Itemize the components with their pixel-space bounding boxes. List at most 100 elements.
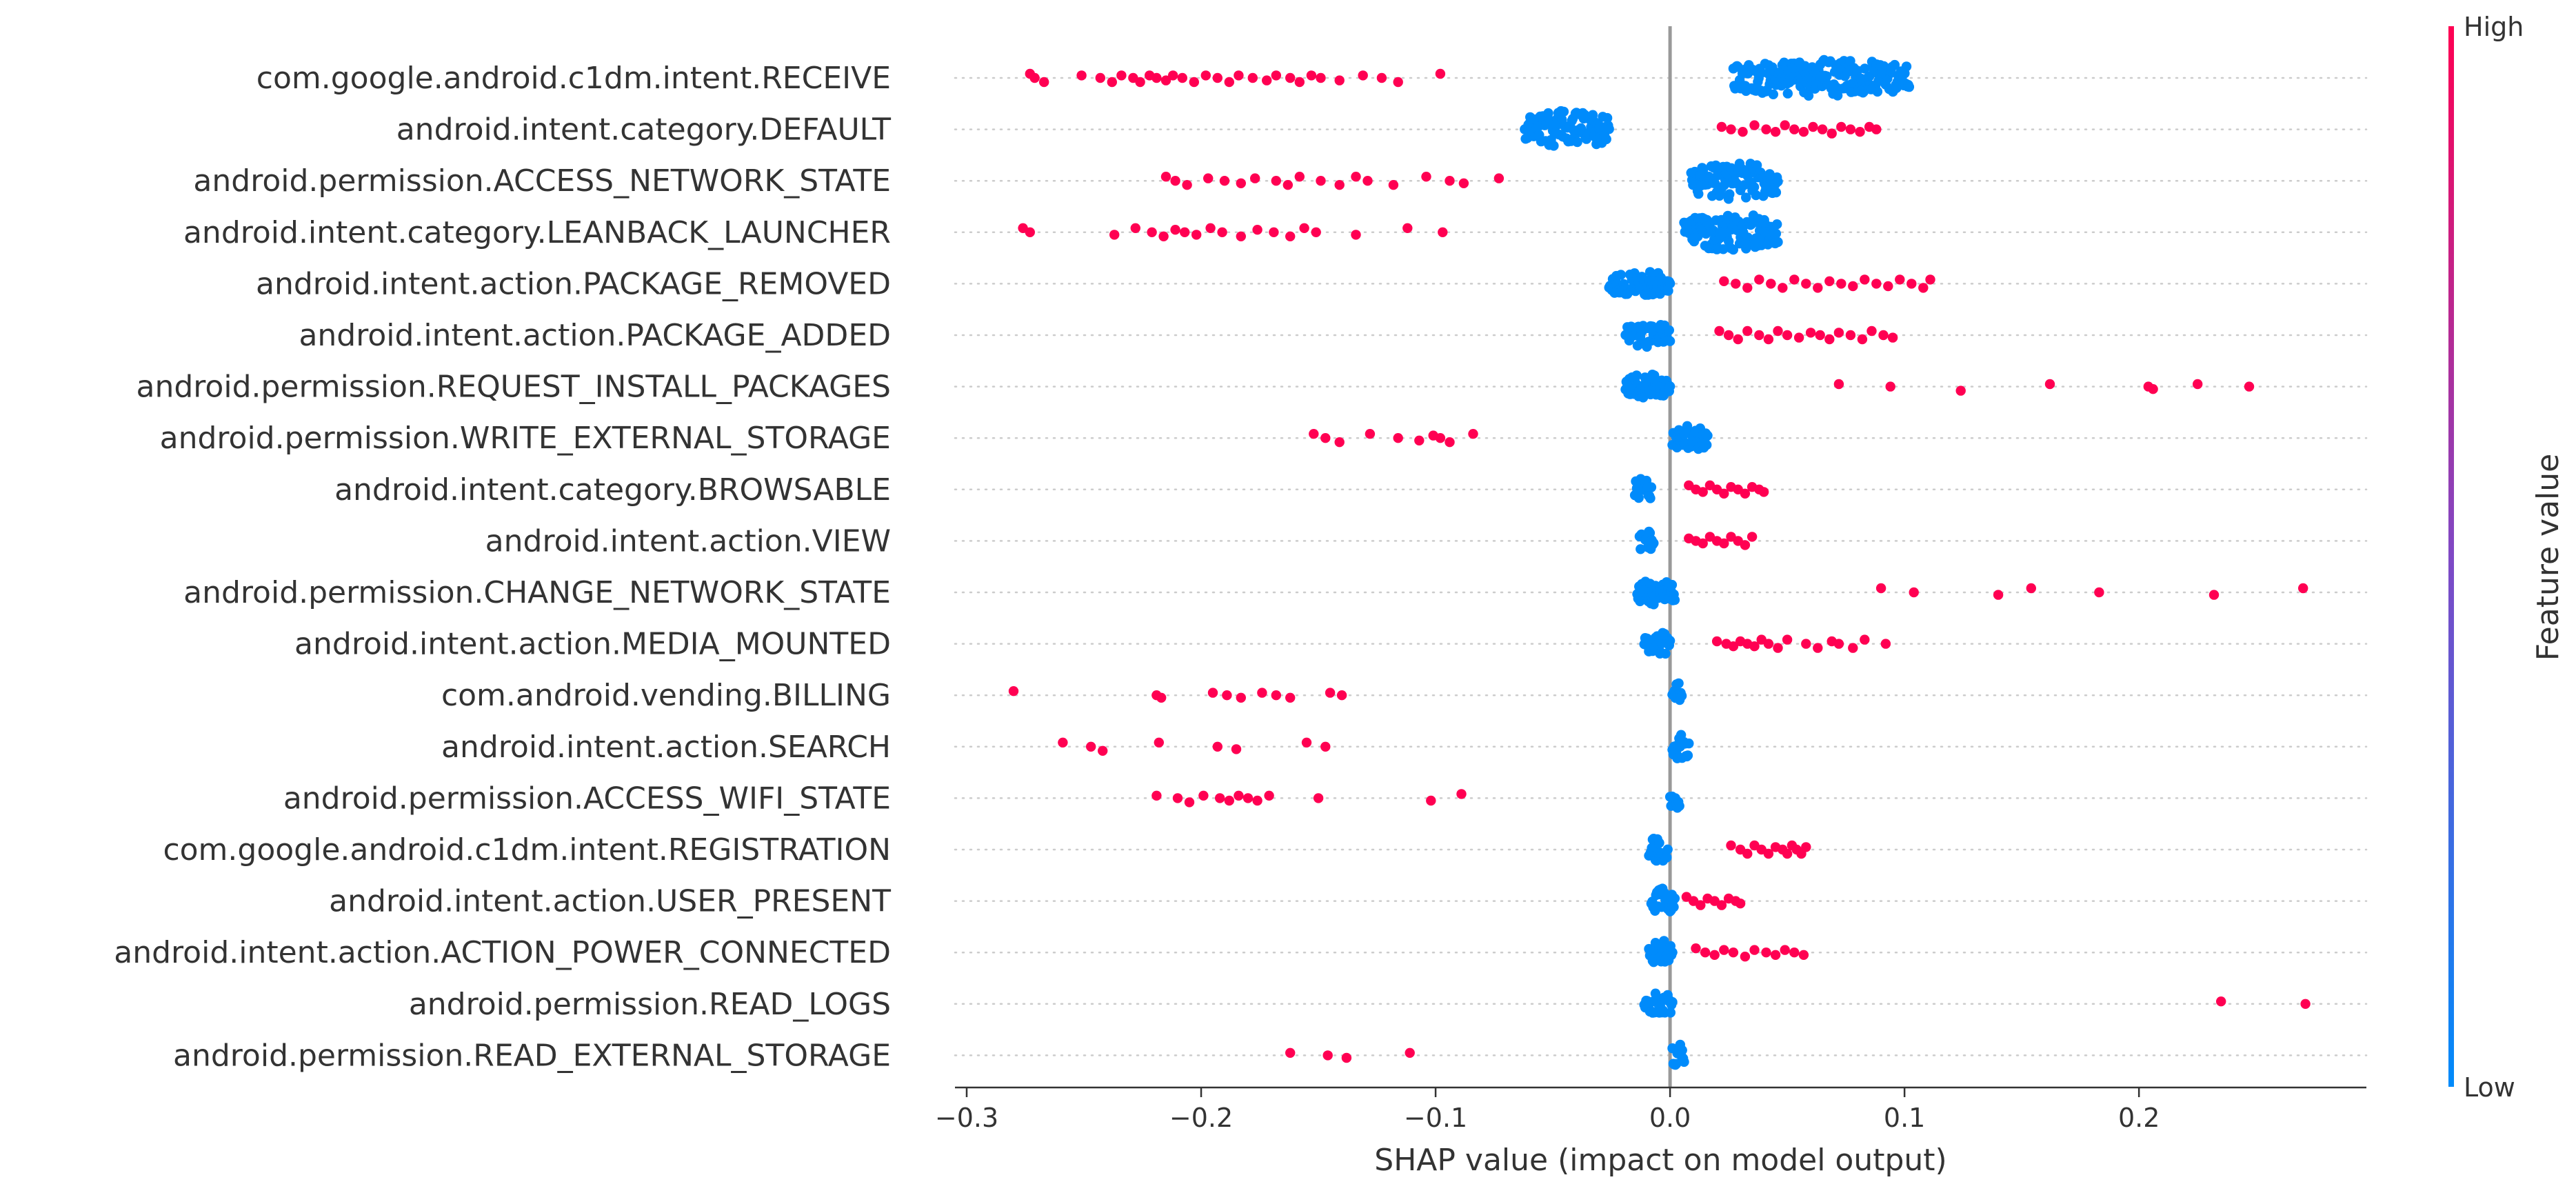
shap-point-high xyxy=(1695,900,1706,910)
shap-point-low xyxy=(1660,648,1671,659)
shap-point-low xyxy=(1667,996,1678,1007)
shap-point-high xyxy=(1845,330,1856,341)
shap-point-high xyxy=(1742,848,1753,859)
shap-point-high xyxy=(1219,176,1230,186)
shap-point-high xyxy=(1177,72,1188,83)
shap-point-low xyxy=(1832,90,1843,101)
shap-point-low xyxy=(1771,187,1782,198)
feature-label: android.intent.action.SEARCH xyxy=(441,730,891,765)
shap-point-high xyxy=(1231,744,1242,754)
shap-point-high xyxy=(1200,70,1211,81)
shap-point-high xyxy=(1282,180,1294,190)
shap-point-high xyxy=(1156,692,1167,703)
shap-point-high xyxy=(1252,225,1262,235)
shap-point-high xyxy=(1095,72,1106,83)
shap-point-high xyxy=(1271,176,1282,186)
shap-point-high xyxy=(1217,227,1227,237)
shap-point-high xyxy=(1058,737,1068,748)
x-axis-ticks: −0.3 −0.2 −0.1 0.0 0.1 0.2 xyxy=(935,1087,2160,1133)
shap-point-high xyxy=(1855,127,1865,137)
shap-point-high xyxy=(1008,686,1019,696)
shap-point-high xyxy=(1242,793,1254,803)
shap-point-high xyxy=(1320,433,1331,443)
shap-point-high xyxy=(1182,180,1192,190)
shap-point-low xyxy=(1702,440,1712,450)
shap-point-high xyxy=(1351,172,1361,182)
x-tick-label: −0.2 xyxy=(1169,1103,1233,1133)
shap-point-high xyxy=(1468,429,1478,439)
shap-point-high xyxy=(1857,334,1868,345)
shap-point-high xyxy=(1336,690,1347,701)
shap-point-high xyxy=(1151,790,1162,801)
shap-point-low xyxy=(1679,1056,1689,1067)
shap-point-high xyxy=(1285,1047,1296,1059)
shap-point-low xyxy=(1684,738,1694,749)
shap-point-high xyxy=(1334,180,1345,190)
shap-point-high xyxy=(1393,433,1403,443)
shap-point-high xyxy=(1728,641,1739,652)
shap-point-high xyxy=(1780,945,1790,955)
shap-point-high xyxy=(1285,72,1296,83)
shap-point-high xyxy=(2244,381,2255,392)
shap-point-high xyxy=(1782,848,1793,859)
shap-point-low xyxy=(1602,112,1613,123)
shap-point-high xyxy=(1180,227,1190,237)
shap-point-low xyxy=(1558,106,1569,117)
shap-point-low xyxy=(1872,86,1883,97)
shap-point-high xyxy=(1813,643,1823,653)
shap-point-low xyxy=(1549,141,1559,151)
shap-point-high xyxy=(1698,538,1708,549)
shap-point-high xyxy=(1742,325,1753,337)
shap-point-high xyxy=(1766,279,1776,289)
shap-point-high xyxy=(1698,487,1708,497)
shap-point-high xyxy=(1207,688,1218,698)
shap-point-high xyxy=(1749,120,1760,130)
x-tick-label: −0.3 xyxy=(935,1103,998,1133)
shap-point-high xyxy=(1815,330,1825,341)
shap-point-low xyxy=(1724,189,1735,199)
shap-point-high xyxy=(1493,173,1505,183)
shap-point-low xyxy=(1782,88,1793,99)
shap-point-high xyxy=(1285,692,1296,703)
shap-point-low xyxy=(1664,325,1674,336)
shap-point-high xyxy=(1316,72,1326,83)
shap-point-high xyxy=(2044,379,2055,390)
shap-point-low xyxy=(1682,421,1693,431)
feature-label: com.android.vending.BILLING xyxy=(441,678,891,713)
shap-point-high xyxy=(1782,634,1793,645)
shap-point-high xyxy=(1993,590,2004,600)
shap-point-low xyxy=(1646,482,1657,492)
shap-point-high xyxy=(1860,634,1870,645)
shap-point-high xyxy=(1212,741,1223,752)
shap-point-high xyxy=(1160,75,1171,86)
x-tick-label: 0.0 xyxy=(1649,1103,1691,1133)
shap-point-high xyxy=(1801,639,1811,649)
shap-point-high xyxy=(1322,1050,1333,1061)
shap-point-high xyxy=(1421,172,1431,182)
shap-point-high xyxy=(1758,487,1769,497)
shap-point-high xyxy=(1172,793,1183,803)
shap-point-high xyxy=(1334,75,1345,86)
shap-point-high xyxy=(1740,488,1751,499)
shap-point-low xyxy=(1667,947,1678,958)
shap-point-low xyxy=(1860,63,1870,74)
shap-point-high xyxy=(1405,1047,1415,1059)
shap-point-high xyxy=(1778,283,1788,293)
shap-point-high xyxy=(1845,124,1856,134)
shap-point-high xyxy=(1719,488,1729,499)
shap-point-high xyxy=(1445,176,1455,186)
shap-point-low xyxy=(1669,893,1680,904)
feature-label: android.permission.ACCESS_WIFI_STATE xyxy=(283,781,891,816)
shap-point-high xyxy=(1798,950,1809,961)
feature-label: android.intent.action.MEDIA_MOUNTED xyxy=(294,627,891,662)
shap-point-high xyxy=(1789,124,1800,134)
shap-point-high xyxy=(1742,283,1753,293)
feature-label: android.permission.CHANGE_NETWORK_STATE xyxy=(183,575,891,610)
shap-point-high xyxy=(1236,692,1247,703)
shap-point-low xyxy=(1768,89,1778,99)
shap-point-high xyxy=(1212,72,1223,83)
shap-point-high xyxy=(1808,121,1818,132)
shap-point-low xyxy=(1671,1059,1682,1070)
shap-point-high xyxy=(1836,121,1847,132)
x-tick-label: 0.1 xyxy=(1884,1103,1925,1133)
